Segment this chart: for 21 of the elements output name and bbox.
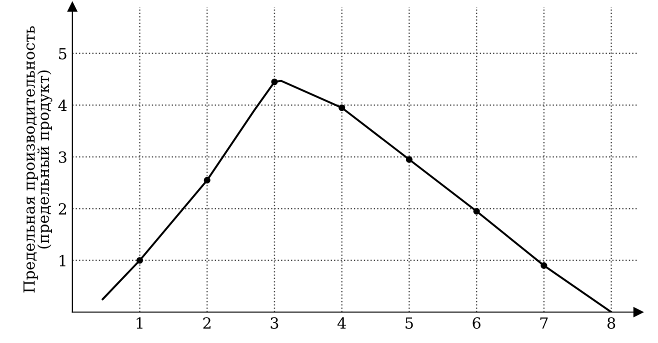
- point: [473, 208, 480, 215]
- x-tick-label: 1: [136, 317, 142, 329]
- x-tick-label: 5: [406, 317, 413, 329]
- point: [204, 176, 210, 184]
- point: [406, 156, 413, 163]
- point: [338, 104, 346, 112]
- x-tick-label: 3: [270, 317, 278, 329]
- y-tick-label: 5: [59, 48, 66, 60]
- y-tick-label: 1: [60, 254, 66, 266]
- y-tick-label: 4: [58, 100, 67, 111]
- y-tick-label: 2: [58, 203, 66, 214]
- x-tick-label: 8: [607, 317, 616, 329]
- y-axis-title: Предельная производительность (предельный продукт): [24, 26, 52, 292]
- x-tick-label: 4: [337, 317, 346, 329]
- x-tick-label: 6: [472, 317, 480, 329]
- x-tick-label: 7: [540, 317, 548, 329]
- x-tick-label: 2: [203, 317, 210, 329]
- point: [136, 257, 144, 264]
- y-tick-label: 3: [58, 151, 66, 163]
- point: [271, 78, 278, 86]
- point: [540, 262, 548, 269]
